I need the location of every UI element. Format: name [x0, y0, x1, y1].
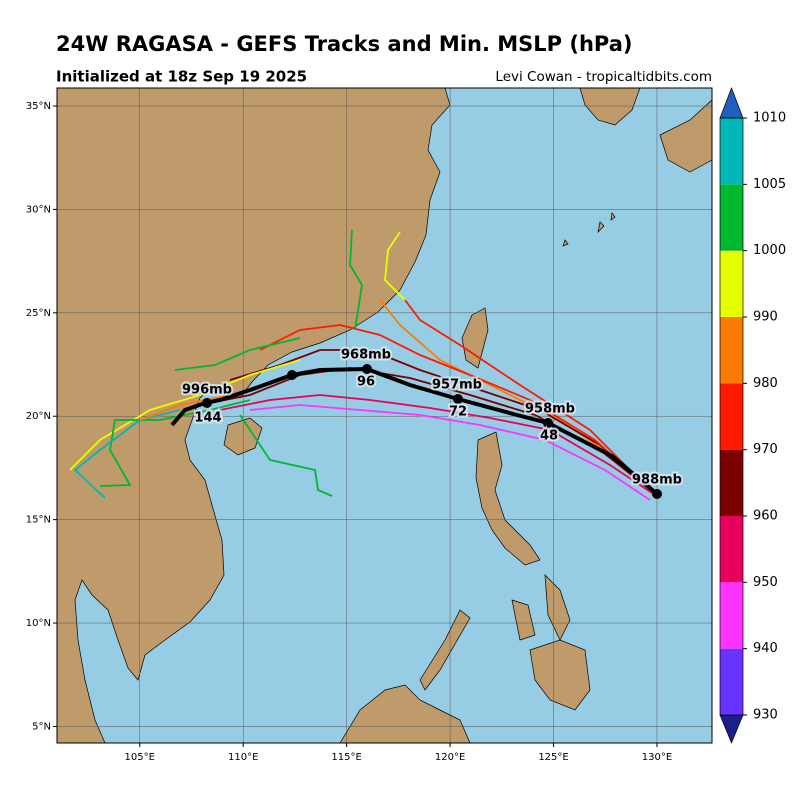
mainland	[57, 88, 451, 743]
colorbar-label: 1000	[753, 243, 786, 258]
colorbar-segment	[720, 250, 743, 317]
colorbar-segment	[720, 648, 743, 715]
colorbar-segment	[720, 118, 743, 185]
mindanao	[529, 639, 591, 711]
track	[239, 414, 333, 497]
borneo	[339, 684, 471, 743]
track	[73, 409, 181, 499]
track	[259, 324, 646, 486]
x-tick-label: 120°E	[435, 752, 465, 763]
map-frame	[56, 87, 713, 744]
luzon	[475, 431, 541, 566]
map: 988mb 958mb 48 957mb 72 968mb 96 996mb 1…	[57, 88, 712, 743]
colorbar-label: 1010	[753, 111, 786, 126]
x-tick-label: 125°E	[538, 752, 568, 763]
x-tick-label: 105°E	[125, 752, 155, 763]
colorbar-label: 930	[753, 708, 778, 723]
credit: Levi Cowan - tropicaltidbits.com	[495, 69, 712, 85]
colorbar-segment	[720, 449, 743, 516]
y-tick-label: 30°N	[26, 204, 51, 215]
track	[139, 394, 231, 421]
y-tick-label: 20°N	[26, 411, 51, 422]
title: 24W RAGASA - GEFS Tracks and Min. MSLP (…	[56, 32, 633, 56]
grid	[57, 88, 712, 743]
pressure-label: 957mb	[432, 378, 482, 393]
pressure-label: 968mb	[341, 348, 391, 363]
colorbar-label: 990	[753, 310, 778, 325]
x-tick-label: 110°E	[228, 752, 258, 763]
y-tick-label: 35°N	[26, 101, 51, 112]
pressure-label: 958mb	[525, 402, 575, 417]
hour-label: 48	[540, 429, 558, 444]
track	[229, 349, 651, 491]
hour-label: 96	[357, 375, 375, 390]
colorbar-segment	[720, 516, 743, 583]
islands	[562, 212, 616, 247]
colorbar-label: 980	[753, 376, 778, 391]
y-tick-label: 25°N	[26, 308, 51, 319]
track	[69, 359, 301, 471]
colorbar-segment	[720, 317, 743, 384]
pressure-label: 996mb	[182, 383, 232, 398]
colorbar-frame	[719, 117, 744, 716]
y-tick-label: 10°N	[26, 618, 51, 629]
track	[404, 299, 641, 481]
colorbar-extend	[719, 714, 744, 744]
x-tick-label: 130°E	[642, 752, 672, 763]
axis-ticks: 105°E 110°E 115°E 120°E 125°E 130°E 5°N 10°N 15°…	[26, 101, 672, 763]
track	[219, 394, 656, 496]
track	[174, 337, 301, 371]
track	[249, 404, 651, 501]
pressure-label: 988mb	[632, 473, 682, 488]
colorbar-segment	[720, 184, 743, 251]
x-tick-label: 115°E	[331, 752, 361, 763]
colorbar-label: 970	[753, 442, 778, 457]
korea-japan	[579, 88, 712, 173]
track	[99, 399, 251, 487]
colorbar-extend	[719, 87, 744, 119]
colorbar-label: 960	[753, 509, 778, 524]
colorbar-segment	[720, 383, 743, 450]
y-tick-label: 15°N	[26, 515, 51, 526]
mean-points	[202, 364, 662, 499]
colorbar-label: 1005	[753, 177, 786, 192]
y-tick-label: 5°N	[32, 721, 51, 732]
track	[349, 229, 363, 331]
taiwan	[461, 307, 489, 369]
track	[384, 231, 406, 301]
hour-label: 72	[449, 405, 467, 420]
colorbar-segment	[720, 582, 743, 649]
colorbar-label: 950	[753, 575, 778, 590]
colorbar: 930 940 950 960 970 980 990 1000 1005 1010	[719, 87, 786, 744]
colorbar-label: 940	[753, 641, 778, 656]
hour-label: 144	[194, 411, 221, 426]
subtitle: Initialized at 18z Sep 19 2025	[56, 68, 307, 86]
